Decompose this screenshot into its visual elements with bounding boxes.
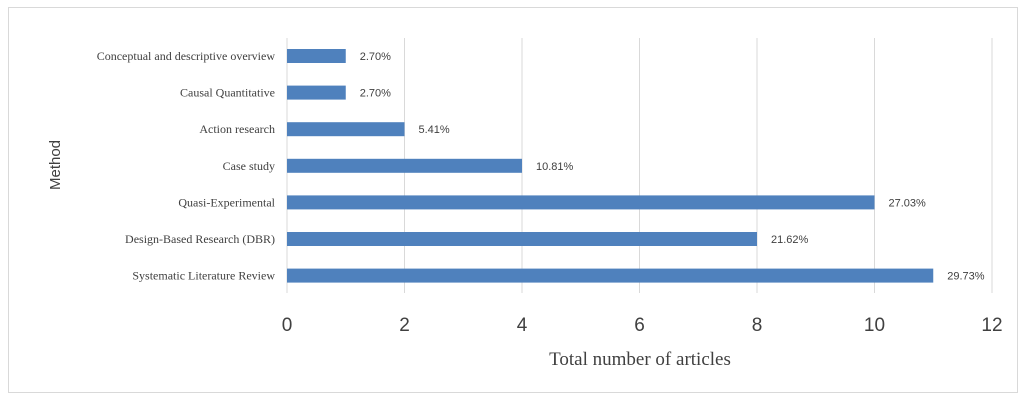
category-label: Causal Quantitative [180,86,275,100]
x-axis-title: Total number of articles [549,349,731,370]
x-tick-label: 4 [517,315,528,336]
x-tick-labels: 0 2 4 6 8 10 12 [282,315,1003,336]
category-labels: Conceptual and descriptive overview Causa… [97,49,276,283]
x-tick-label: 8 [752,315,763,336]
category-label: Quasi-Experimental [178,195,275,209]
x-tick-label: 12 [981,315,1002,336]
bar [287,85,346,100]
data-label: 2.70% [360,88,391,100]
bar [287,158,522,173]
bar [287,268,934,283]
category-label: Conceptual and descriptive overview [97,49,276,63]
bar [287,49,346,63]
bars [287,49,934,283]
data-label: 29.73% [947,271,985,283]
x-tick-label: 2 [399,315,410,336]
category-label: Action research [199,122,275,136]
category-label: Systematic Literature Review [132,269,275,283]
data-label: 10.81% [536,161,574,173]
x-tick-label: 10 [864,315,885,336]
data-label: 27.03% [889,197,927,209]
bar [287,195,875,210]
data-label: 21.62% [771,234,809,246]
category-label: Case study [223,159,275,173]
data-label: 5.41% [419,124,450,136]
x-tick-label: 6 [634,315,645,336]
data-label: 2.70% [360,51,391,63]
bar [287,232,757,246]
data-labels: 2.70% 2.70% 5.41% 10.81% 27.03% 21.62% 29.73% [360,51,985,283]
y-axis-title: Method [47,140,64,190]
bar [287,122,405,137]
x-tick-label: 0 [282,315,293,336]
category-label: Design-Based Research (DBR) [125,232,275,246]
gridlines [286,38,993,293]
